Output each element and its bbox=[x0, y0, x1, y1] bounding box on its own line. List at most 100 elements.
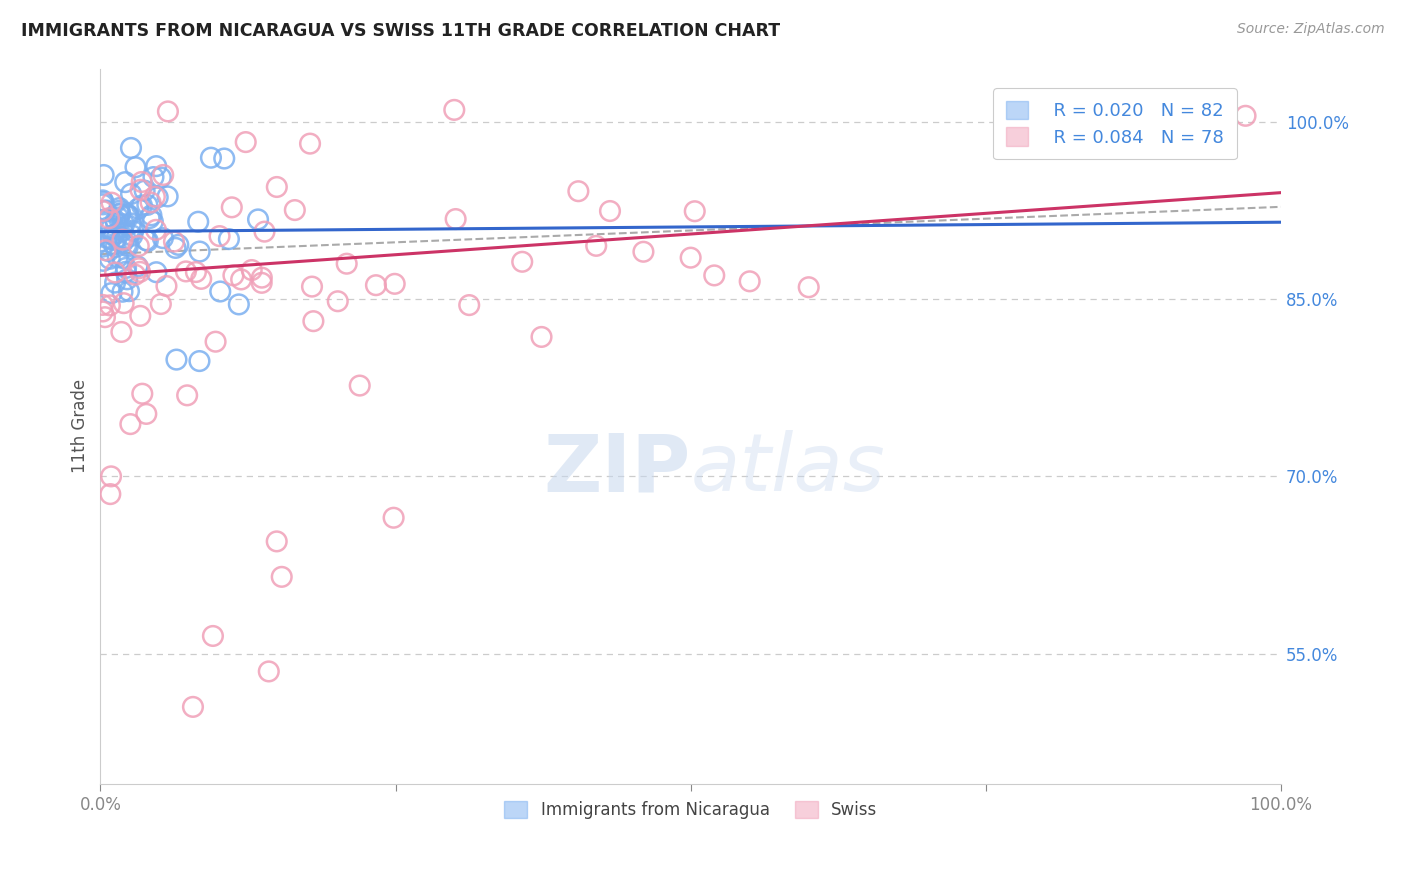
Point bbox=[683, 204, 706, 219]
Point bbox=[114, 265, 136, 279]
Point bbox=[108, 207, 131, 221]
Point bbox=[91, 304, 114, 318]
Point bbox=[326, 294, 349, 309]
Point bbox=[250, 276, 273, 290]
Point bbox=[129, 309, 152, 323]
Point bbox=[129, 265, 152, 279]
Point bbox=[384, 277, 406, 291]
Point bbox=[131, 386, 153, 401]
Point bbox=[115, 260, 138, 275]
Point bbox=[91, 253, 114, 268]
Point bbox=[302, 314, 325, 328]
Point bbox=[208, 229, 231, 244]
Point bbox=[1234, 109, 1257, 123]
Point bbox=[156, 104, 179, 119]
Point bbox=[200, 151, 222, 165]
Point bbox=[134, 184, 156, 198]
Point bbox=[190, 272, 212, 286]
Point bbox=[136, 198, 159, 212]
Point bbox=[111, 224, 134, 238]
Point bbox=[100, 286, 122, 301]
Point bbox=[120, 417, 142, 431]
Point bbox=[145, 265, 167, 279]
Point bbox=[104, 213, 127, 227]
Point bbox=[108, 206, 131, 220]
Point bbox=[112, 235, 135, 249]
Point bbox=[112, 251, 135, 265]
Point bbox=[93, 168, 115, 182]
Point bbox=[599, 204, 621, 219]
Point bbox=[100, 195, 122, 210]
Point bbox=[679, 251, 702, 265]
Point bbox=[218, 232, 240, 246]
Point bbox=[138, 211, 160, 225]
Point bbox=[141, 208, 163, 222]
Point bbox=[107, 250, 129, 264]
Point bbox=[91, 204, 114, 219]
Point bbox=[257, 665, 280, 679]
Point bbox=[174, 264, 197, 278]
Point bbox=[97, 220, 120, 235]
Point bbox=[222, 268, 245, 283]
Point bbox=[167, 237, 190, 252]
Point bbox=[103, 227, 125, 242]
Point bbox=[117, 208, 139, 222]
Point bbox=[135, 233, 157, 247]
Point bbox=[91, 194, 114, 208]
Point bbox=[103, 228, 125, 243]
Point bbox=[145, 159, 167, 173]
Point bbox=[382, 510, 405, 524]
Point bbox=[91, 239, 114, 253]
Point bbox=[117, 239, 139, 253]
Point bbox=[364, 278, 387, 293]
Point bbox=[120, 141, 142, 155]
Point bbox=[104, 276, 127, 290]
Point bbox=[97, 211, 120, 226]
Point bbox=[135, 407, 157, 421]
Point bbox=[112, 217, 135, 231]
Point bbox=[111, 285, 134, 299]
Point bbox=[155, 279, 177, 293]
Point bbox=[247, 212, 270, 227]
Point bbox=[96, 231, 118, 245]
Point bbox=[127, 202, 149, 216]
Point bbox=[221, 200, 243, 214]
Point bbox=[112, 296, 135, 310]
Point bbox=[110, 325, 132, 339]
Point bbox=[114, 175, 136, 189]
Point bbox=[97, 244, 120, 259]
Point bbox=[104, 265, 127, 279]
Point bbox=[188, 244, 211, 259]
Point bbox=[231, 272, 253, 286]
Point bbox=[228, 297, 250, 311]
Point bbox=[127, 260, 149, 274]
Point bbox=[187, 215, 209, 229]
Point bbox=[152, 168, 174, 182]
Point bbox=[146, 190, 169, 204]
Point bbox=[107, 211, 129, 225]
Point bbox=[149, 170, 172, 185]
Point bbox=[98, 252, 121, 266]
Point bbox=[115, 208, 138, 222]
Point bbox=[301, 279, 323, 293]
Point bbox=[270, 570, 292, 584]
Y-axis label: 11th Grade: 11th Grade bbox=[72, 379, 89, 473]
Point bbox=[530, 330, 553, 344]
Text: atlas: atlas bbox=[690, 430, 886, 508]
Point bbox=[128, 261, 150, 276]
Point bbox=[156, 189, 179, 203]
Point bbox=[299, 136, 322, 151]
Point bbox=[105, 231, 128, 245]
Point bbox=[176, 388, 198, 402]
Point bbox=[111, 220, 134, 235]
Point bbox=[284, 202, 307, 217]
Point bbox=[633, 244, 655, 259]
Point bbox=[145, 223, 167, 237]
Point bbox=[181, 699, 204, 714]
Point bbox=[115, 272, 138, 286]
Point bbox=[94, 310, 117, 325]
Point bbox=[111, 233, 134, 247]
Point bbox=[139, 195, 162, 210]
Point bbox=[96, 223, 118, 237]
Point bbox=[253, 225, 276, 239]
